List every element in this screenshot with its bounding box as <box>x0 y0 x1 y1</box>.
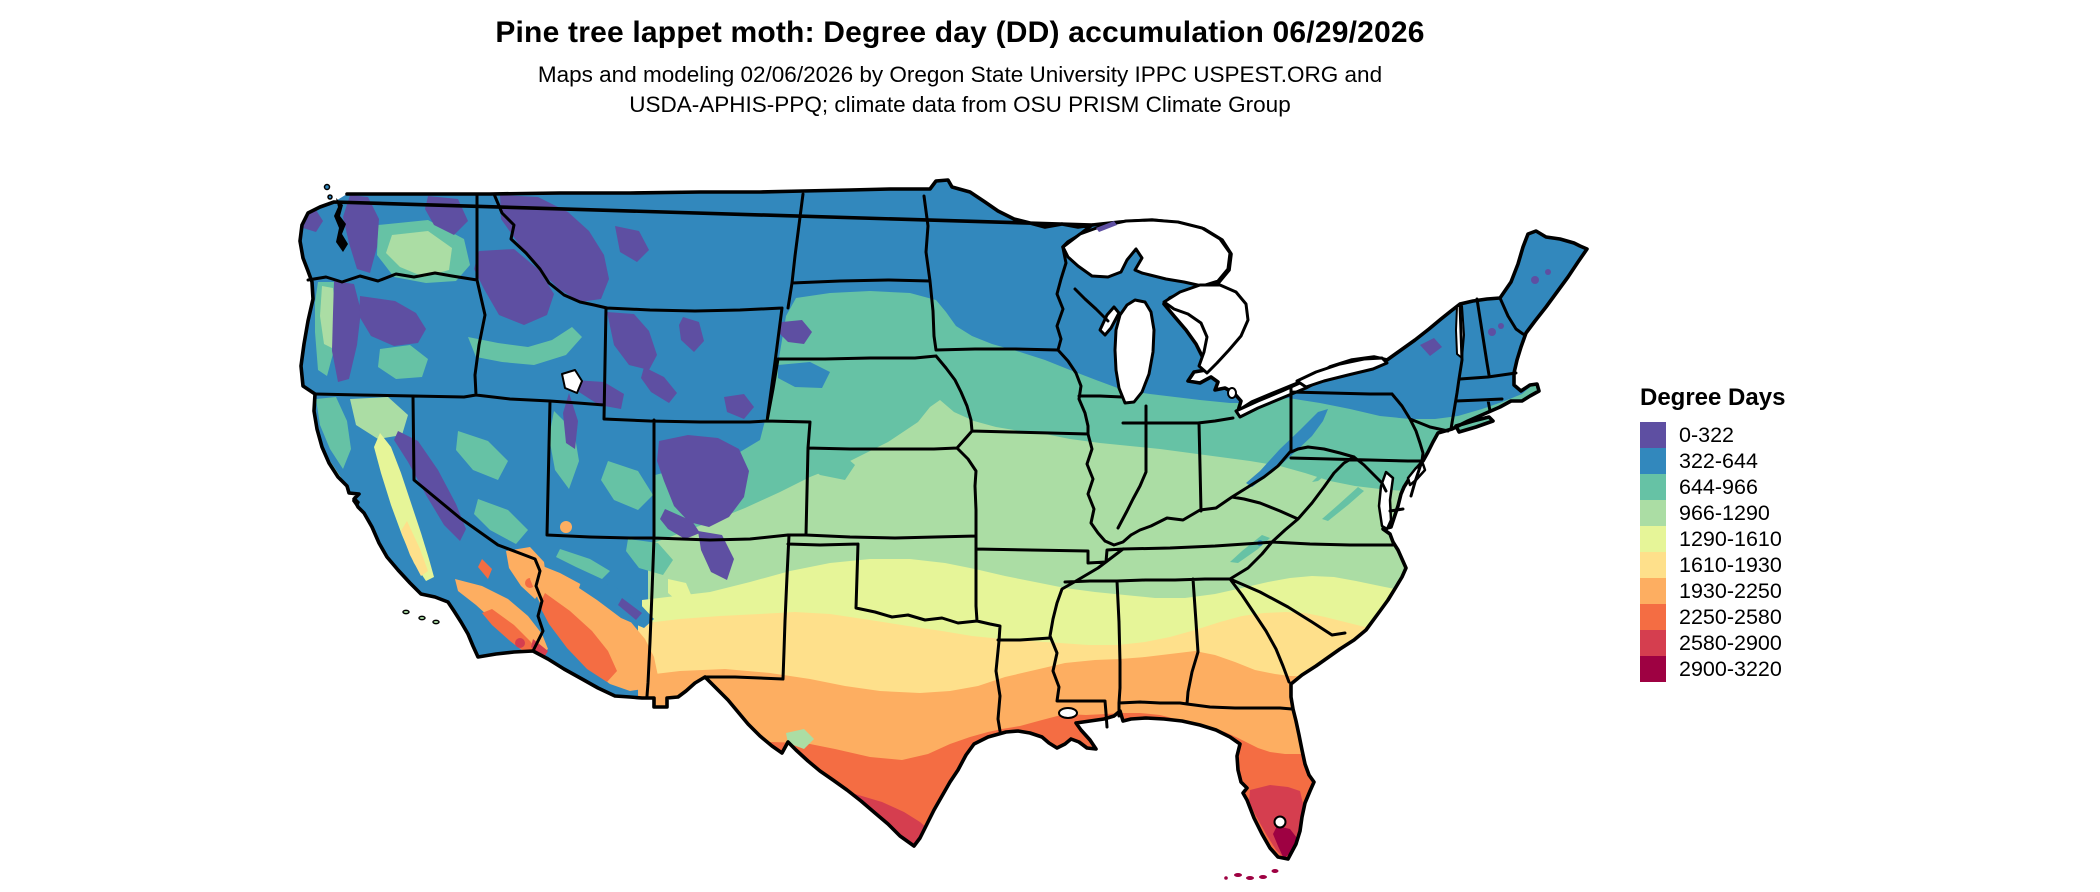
legend-item: 322-644 <box>1640 448 1940 474</box>
legend-color-swatch <box>1640 552 1666 578</box>
legend-item: 644-966 <box>1640 474 1940 500</box>
legend-color-swatch <box>1640 656 1666 682</box>
puget-sound <box>334 198 348 252</box>
map-title: Pine tree lappet moth: Degree day (DD) a… <box>495 16 1425 49</box>
legend-item: 1930-2250 <box>1640 578 1940 604</box>
us-outline <box>298 178 1589 861</box>
legend-item: 1610-1930 <box>1640 552 1940 578</box>
map-subtitle-line2: USDA-APHIS-PPQ; climate data from OSU PR… <box>629 92 1291 117</box>
lake-st-clair <box>1227 387 1237 399</box>
legend-items: 0-322 322-644 644-966 966-1290 1290-1610 1610… <box>1640 422 1940 682</box>
channel-islands <box>402 609 410 615</box>
map-subtitle-line1: Maps and modeling 02/06/2026 by Oregon S… <box>537 62 1383 87</box>
legend-class-label: 2900-3220 <box>1679 656 1782 681</box>
legend-item: 0-322 <box>1640 422 1940 448</box>
lake-superior <box>1061 218 1232 288</box>
legend-title: Degree Days <box>1640 384 1786 411</box>
lake-huron <box>1162 283 1250 375</box>
legend-class-label: 644-966 <box>1679 474 1758 499</box>
lake-pontchartrain <box>1058 707 1078 719</box>
legend-color-swatch <box>1640 630 1666 656</box>
figure-header: Pine tree lappet moth: Degree day (DD) a… <box>0 0 1920 120</box>
legend-item: 2580-2900 <box>1640 630 1940 656</box>
legend-color-swatch <box>1640 422 1666 448</box>
degree-day-raster-field <box>300 180 1587 859</box>
legend-class-label: 0-322 <box>1679 422 1734 447</box>
san-francisco-bay <box>352 496 360 508</box>
legend-color-swatch <box>1640 500 1666 526</box>
lakes <box>561 218 1465 829</box>
legend-class-label: 1930-2250 <box>1679 578 1782 603</box>
legend-color-swatch <box>1640 448 1666 474</box>
legend-class-label: 1610-1930 <box>1679 552 1782 577</box>
lake-michigan <box>1113 298 1156 405</box>
legend-color-swatch <box>1640 474 1666 500</box>
legend-color-swatch <box>1640 578 1666 604</box>
legend-item: 2250-2580 <box>1640 604 1940 630</box>
legend-color-swatch <box>1640 526 1666 552</box>
state-borders <box>306 192 1525 733</box>
isle-royale <box>1096 221 1117 232</box>
legend-class-label: 966-1290 <box>1679 500 1770 525</box>
lake-ontario <box>1295 356 1389 389</box>
legend-item: 1290-1610 <box>1640 526 1940 552</box>
vancouver-island-tip <box>323 183 331 191</box>
legend: Degree Days 0-322 322-644 644-966 966-1290 1… <box>1640 384 1940 682</box>
florida-keys <box>1224 869 1279 880</box>
great-salt-lake <box>561 369 583 394</box>
legend-item: 2900-3220 <box>1640 656 1940 682</box>
legend-color-swatch <box>1640 604 1666 630</box>
legend-item: 966-1290 <box>1640 500 1940 526</box>
coastal-details <box>323 183 1279 880</box>
legend-class-label: 2250-2580 <box>1679 604 1782 629</box>
us-degree-day-map <box>230 130 1630 892</box>
legend-class-label: 2580-2900 <box>1679 630 1782 655</box>
lake-okeechobee <box>1273 815 1287 829</box>
legend-class-label: 1290-1610 <box>1679 526 1782 551</box>
legend-class-label: 322-644 <box>1679 448 1758 473</box>
